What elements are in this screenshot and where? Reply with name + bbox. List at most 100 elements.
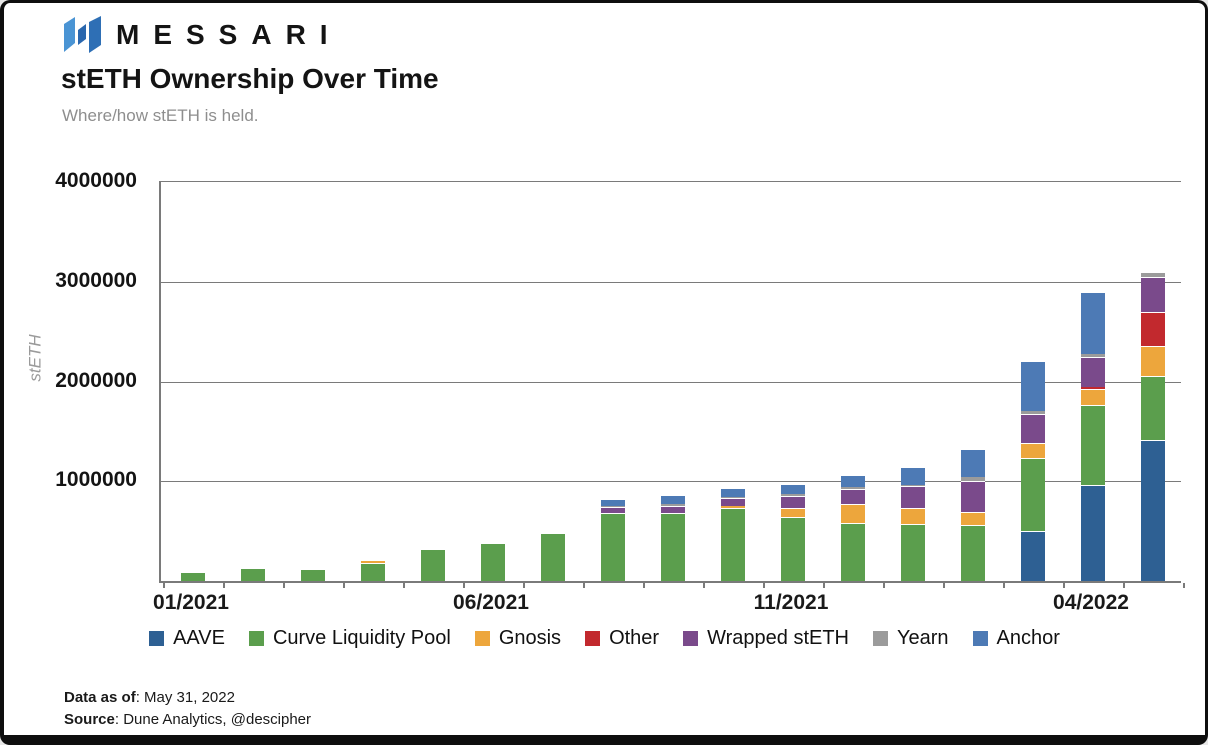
legend-swatch-Anchor <box>972 631 988 646</box>
x-tick-label-01/2021: 01/2021 <box>153 591 229 614</box>
bar-12/2021 <box>841 475 865 581</box>
source-label: Source <box>64 711 115 728</box>
segment-Yearn <box>901 484 925 487</box>
legend-swatch-Curve Liquidity Pool <box>248 631 264 646</box>
x-axis-tick <box>523 583 525 588</box>
y-tick-label-2000000: 2000000 <box>55 368 137 392</box>
legend-swatch-Gnosis <box>474 631 490 646</box>
bar-04/2021 <box>361 560 385 581</box>
segment-Yearn <box>721 497 745 499</box>
bar-07/2021 <box>541 533 565 581</box>
segment-Wrapped stETH <box>961 481 985 513</box>
segment-Gnosis <box>361 560 385 564</box>
x-tick-label-04/2022: 04/2022 <box>1053 591 1129 614</box>
bar-05/2021 <box>421 549 445 581</box>
segment-Yearn <box>1141 272 1165 277</box>
legend-swatch-AAVE <box>149 631 165 646</box>
x-axis-tick <box>223 583 225 588</box>
legend-label-Curve Liquidity Pool: Curve Liquidity Pool <box>272 627 451 649</box>
segment-Curve Liquidity Pool <box>1081 405 1105 486</box>
x-axis-tick <box>943 583 945 588</box>
x-axis-tick <box>1123 583 1125 588</box>
gridline-3000000 <box>161 281 1181 283</box>
segment-Yearn <box>961 477 985 482</box>
segment-Yearn <box>661 504 685 506</box>
segment-Wrapped stETH <box>1081 357 1105 388</box>
x-axis-tick <box>703 583 705 588</box>
segment-Curve Liquidity Pool <box>841 523 865 581</box>
x-axis-tick <box>163 583 165 588</box>
legend-item-AAVE: AAVE <box>149 627 225 650</box>
segment-Yearn <box>1021 410 1045 414</box>
bar-10/2021 <box>721 488 745 581</box>
x-axis-tick <box>403 583 405 588</box>
x-axis-tick <box>283 583 285 588</box>
legend-item-Other: Other <box>585 627 659 650</box>
x-axis-tick <box>643 583 645 588</box>
y-axis-labels: 1000000 2000000 3000000 4000000 <box>4 169 147 580</box>
x-axis-tick <box>1183 583 1185 588</box>
x-axis-tick <box>883 583 885 588</box>
x-tick-label-06/2021: 06/2021 <box>453 591 529 614</box>
segment-Gnosis <box>781 507 805 518</box>
x-axis-tick <box>1063 583 1065 588</box>
bar-03/2021 <box>301 569 325 581</box>
segment-Anchor <box>661 495 685 505</box>
segment-Curve Liquidity Pool <box>361 563 385 581</box>
messari-logo-icon <box>64 16 101 53</box>
y-tick-label-1000000: 1000000 <box>55 468 137 492</box>
segment-Anchor <box>1081 292 1105 355</box>
legend-label-Other: Other <box>609 627 660 649</box>
segment-Anchor <box>721 488 745 498</box>
page-title: stETH Ownership Over Time <box>61 63 439 94</box>
bar-11/2021 <box>781 483 805 581</box>
segment-Anchor <box>841 475 865 488</box>
legend-swatch-Other <box>585 631 601 646</box>
brand-name: MESSARI <box>116 19 342 50</box>
segment-Curve Liquidity Pool <box>181 572 205 581</box>
legend-label-Gnosis: Gnosis <box>498 627 562 649</box>
page-subtitle: Where/how stETH is held. <box>62 106 259 125</box>
x-axis-labels: 01/2021 06/2021 11/2021 04/2022 <box>153 591 1179 621</box>
segment-Curve Liquidity Pool <box>781 517 805 581</box>
data-as-of-label: Data as of <box>64 689 136 706</box>
segment-Curve Liquidity Pool <box>601 513 625 581</box>
legend-item-Gnosis: Gnosis <box>474 627 562 650</box>
segment-Gnosis <box>901 508 925 524</box>
footer-notes: Data as of: May 31, 2022 Source: Dune An… <box>64 687 311 731</box>
segment-Wrapped stETH <box>901 486 925 509</box>
segment-Anchor <box>781 483 805 495</box>
source-value: : Dune Analytics, @descipher <box>114 711 312 728</box>
legend-swatch-Yearn <box>873 631 888 646</box>
bar-02/2022 <box>961 449 985 581</box>
segment-Other <box>1141 312 1165 347</box>
x-axis-tick <box>463 583 465 588</box>
bar-08/2021 <box>601 499 625 581</box>
data-as-of-value: : May 31, 2022 <box>135 689 235 706</box>
legend-label-Yearn: Yearn <box>897 627 949 649</box>
legend-item-Yearn: Yearn <box>873 627 949 650</box>
y-tick-label-4000000: 4000000 <box>55 169 137 192</box>
legend-label-AAVE: AAVE <box>173 627 225 649</box>
x-axis-tick <box>343 583 345 588</box>
segment-AAVE <box>1021 531 1045 581</box>
segment-Anchor <box>601 499 625 507</box>
segment-Yearn <box>781 494 805 496</box>
segment-Curve Liquidity Pool <box>1141 376 1165 441</box>
segment-AAVE <box>1141 440 1165 581</box>
segment-Curve Liquidity Pool <box>241 568 265 581</box>
segment-AAVE <box>1081 485 1105 581</box>
segment-Gnosis <box>1141 346 1165 377</box>
segment-Wrapped stETH <box>601 507 625 514</box>
segment-Wrapped stETH <box>781 495 805 508</box>
segment-Curve Liquidity Pool <box>421 549 445 581</box>
segment-Gnosis <box>961 512 985 526</box>
legend-item-Wrapped stETH: Wrapped stETH <box>683 627 849 650</box>
bar-01/2021 <box>181 572 205 581</box>
segment-Yearn <box>1081 354 1105 358</box>
brand-header: MESSARI <box>62 16 342 54</box>
legend-label-Wrapped stETH: Wrapped stETH <box>707 627 849 649</box>
segment-Yearn <box>841 487 865 489</box>
segment-Wrapped stETH <box>721 498 745 506</box>
